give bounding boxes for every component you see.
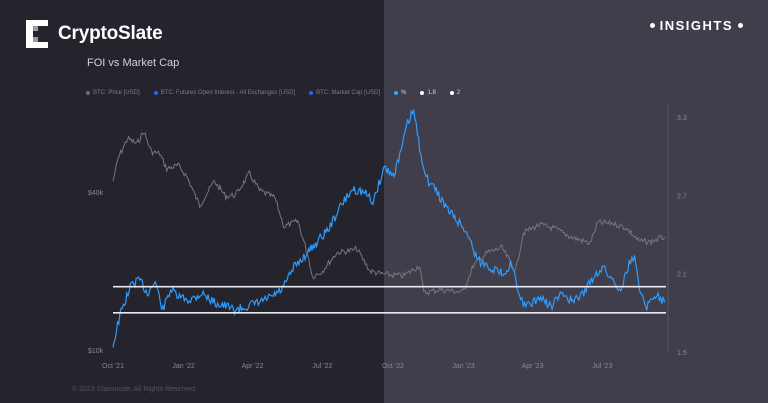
legend-label: 1.8 (427, 90, 436, 96)
legend-swatch (86, 91, 90, 95)
left-tick-label: $40k (88, 190, 104, 197)
right-panel (384, 0, 768, 403)
x-tick-label: Jan '23 (452, 363, 474, 370)
x-tick-label: Jan '22 (172, 363, 194, 370)
legend-swatch (153, 91, 158, 95)
cryptoslate-logo-icon (26, 20, 48, 48)
footer-copyright: © 2023 Glassnode. All Rights Reserved. (72, 386, 198, 393)
x-tick-label: Oct '21 (102, 363, 124, 370)
chart-legend: BTC: Price [USD] BTC: Futures Open Inter… (86, 90, 460, 96)
legend-item-1-8[interactable]: 1.8 (420, 90, 436, 96)
right-tick-label: 2.1 (677, 272, 687, 279)
chart-title: FOI vs Market Cap (87, 57, 180, 69)
price-series-line (112, 132, 665, 296)
legend-label: BTC: Price [USD] (93, 90, 140, 96)
x-tick-label: Jul '22 (312, 363, 332, 370)
legend-item-market-cap[interactable]: BTC: Market Cap [USD] (309, 90, 380, 96)
legend-swatch (394, 91, 399, 95)
legend-item-futures-oi[interactable]: BTC: Futures Open Interest - All Exchang… (153, 90, 296, 96)
legend-item-2[interactable]: 2 (449, 90, 461, 96)
insights-tag: INSIGHTS (645, 18, 748, 33)
right-tick-label: 1.5 (677, 350, 687, 357)
bullet-icon (649, 23, 655, 28)
legend-swatch (309, 91, 314, 95)
legend-item-price[interactable]: BTC: Price [USD] (86, 90, 140, 96)
right-tick-label: 3.3 (677, 115, 687, 122)
legend-swatch (420, 91, 425, 95)
brand-logo: CryptoSlate (26, 20, 163, 48)
left-panel (0, 0, 384, 403)
brand-name: CryptoSlate (58, 23, 163, 44)
legend-label: BTC: Market Cap [USD] (316, 90, 381, 96)
left-tick-label: $10k (88, 348, 104, 355)
percent-series-line (112, 109, 666, 348)
x-tick-label: Apr '22 (242, 363, 264, 370)
legend-label: BTC: Futures Open Interest - All Exchang… (160, 90, 296, 96)
bullet-icon (738, 23, 743, 28)
legend-label: % (401, 90, 407, 96)
x-tick-label: Jul '23 (592, 363, 612, 370)
legend-item-percent[interactable]: % (394, 90, 406, 96)
right-tick-label: 2.7 (677, 193, 687, 200)
x-tick-label: Apr '23 (522, 363, 544, 370)
x-tick-label: Oct '22 (382, 363, 404, 370)
legend-swatch (449, 91, 454, 95)
insights-label: INSIGHTS (659, 18, 733, 33)
legend-label: 2 (456, 90, 461, 96)
